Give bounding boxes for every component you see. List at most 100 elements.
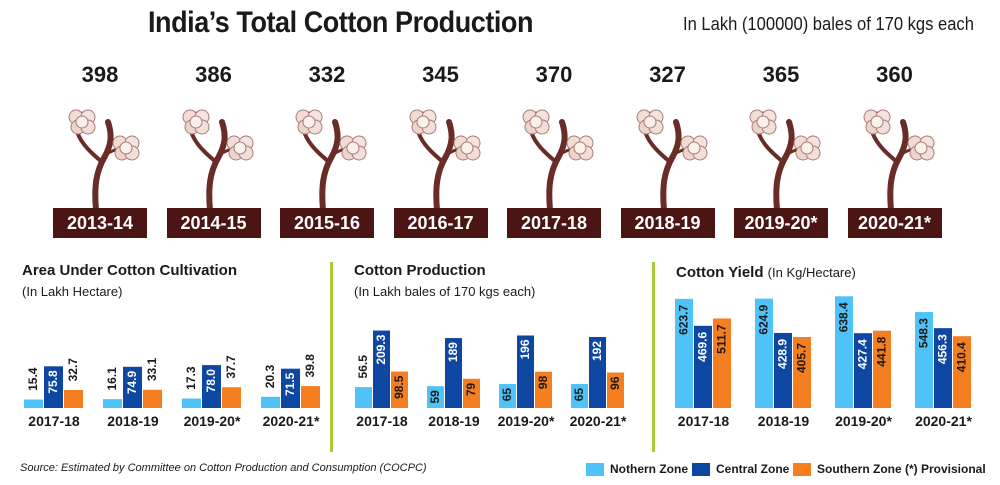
plant-production-value: 345 (422, 62, 459, 87)
category-label: 2017-18 (356, 413, 408, 429)
bar-northern (182, 398, 201, 408)
bar-southern (222, 387, 241, 408)
bar-northern (835, 296, 853, 408)
divider-left (330, 262, 333, 452)
plant-2017-18: 370 2017-18 (504, 62, 604, 242)
production-panel-subtitle: (In Lakh bales of 170 kgs each) (354, 284, 536, 299)
yield-panel-title: Cotton Yield (In Kg/Hectare) (676, 264, 856, 281)
data-label: 32.7 (66, 358, 80, 382)
data-label: 98 (536, 375, 550, 389)
data-label: 39.8 (303, 354, 317, 378)
legend-label-northern: Nothern Zone (610, 462, 688, 476)
bar-southern (873, 330, 891, 408)
legend-northern: Nothern Zone (586, 462, 688, 476)
legend-swatch-northern (586, 462, 604, 476)
legend-southern: Southern Zone (793, 462, 902, 476)
production-chart: 56.5 209.3 98.5 2017-18 59 189 79 2018-19 65 196 9… (355, 330, 627, 429)
area-panel-title: Area Under Cotton Cultivation (22, 262, 238, 279)
legend-label-central: Central Zone (716, 462, 790, 476)
data-label: 78.0 (204, 369, 218, 393)
bar-southern (463, 378, 480, 408)
plant-year-tag: 2013-14 (53, 208, 147, 238)
plant-production-value: 365 (762, 62, 800, 87)
legend-swatch-central (692, 462, 710, 476)
data-label: 456.3 (936, 334, 950, 364)
bar-southern (713, 318, 731, 408)
bar-northern (24, 399, 43, 408)
legend-central: Central Zone (692, 462, 789, 476)
data-label: 511.7 (715, 324, 729, 354)
plant-2013-14: 398 2013-14 (50, 62, 150, 242)
bar-northern (427, 386, 444, 408)
data-label: 65 (500, 388, 514, 402)
cotton-plant-icon (522, 109, 594, 212)
bar-northern (499, 383, 516, 408)
data-label: 59 (428, 390, 442, 404)
cotton-plant-icon (295, 109, 367, 212)
plant-2020-21: 360 2020-21* (845, 62, 945, 242)
plant-year-tag: 2018-19 (620, 208, 715, 238)
data-label: 441.8 (875, 336, 889, 366)
plant-2018-19: 327 2018-19 (618, 62, 718, 242)
bar-southern (64, 390, 83, 408)
legend-swatch-southern (793, 462, 811, 476)
bar-northern (571, 383, 588, 408)
bar-northern (355, 387, 372, 408)
cotton-plant-icon (749, 109, 821, 212)
bar-northern (261, 396, 280, 408)
data-label: 428.9 (776, 339, 790, 369)
bar-southern (301, 386, 320, 408)
plant-production-value: 360 (876, 62, 913, 87)
data-label: 20.3 (263, 365, 277, 389)
bar-southern (793, 337, 811, 408)
data-label: 56.5 (356, 355, 370, 379)
bar-northern (675, 298, 693, 408)
category-label: 2019-20* (498, 413, 555, 429)
category-label: 2018-19 (107, 413, 159, 429)
source-note: Source: Estimated by Committee on Cotton… (20, 462, 427, 474)
category-label: 2018-19 (758, 413, 810, 429)
category-label: 2017-18 (28, 413, 80, 429)
cotton-plant-icon (182, 109, 253, 212)
data-label: 624.9 (757, 304, 771, 334)
data-label: 71.5 (283, 372, 297, 396)
data-label: 98.5 (392, 375, 406, 399)
data-label: 75.8 (46, 370, 60, 394)
category-label: 2020-21* (915, 413, 972, 429)
legend-label-southern: Southern Zone (817, 462, 902, 476)
area-panel-subtitle: (In Lakh Hectare) (22, 284, 123, 299)
bar-central (445, 338, 462, 408)
data-label: 15.4 (26, 367, 40, 391)
plant-2015-16: 332 2015-16 (277, 62, 377, 242)
data-label: 37.7 (224, 355, 238, 379)
category-label: 2017-18 (678, 413, 730, 429)
plant-year-tag: 2020-21* (847, 208, 942, 238)
bar-central (774, 332, 792, 408)
data-label: 65 (572, 388, 586, 402)
area-chart: 15.4 75.8 32.7 2017-18 16.1 74.9 33.1 2018-19 17… (24, 354, 320, 429)
yield-subtitle: (In Kg/Hectare) (767, 265, 856, 280)
yield-title-text: Cotton Yield (676, 264, 764, 281)
plant-2014-15: 386 2014-15 (164, 62, 264, 242)
plant-2019-20: 365 2019-20* (731, 62, 831, 242)
plant-2016-17: 345 2016-17 (391, 62, 491, 242)
data-label: 96 (608, 376, 622, 390)
bar-central (281, 368, 300, 408)
category-label: 2020-21* (570, 413, 627, 429)
category-label: 2020-21* (263, 413, 320, 429)
unit-note: In Lakh (100000) bales of 170 kgs each (683, 14, 974, 34)
production-panel-title: Cotton Production (354, 262, 486, 279)
data-label: 469.6 (696, 331, 710, 361)
bar-southern (535, 371, 552, 408)
bar-central (373, 330, 390, 408)
category-label: 2019-20* (835, 413, 892, 429)
data-label: 17.3 (184, 366, 198, 390)
data-label: 16.1 (105, 367, 119, 391)
bar-central (934, 328, 952, 408)
plant-year-tag: 2017-18 (507, 208, 601, 238)
bar-central (123, 366, 142, 408)
bar-southern (607, 372, 624, 408)
bar-northern (755, 298, 773, 408)
data-label: 33.1 (145, 357, 159, 381)
data-label: 638.4 (837, 302, 851, 332)
